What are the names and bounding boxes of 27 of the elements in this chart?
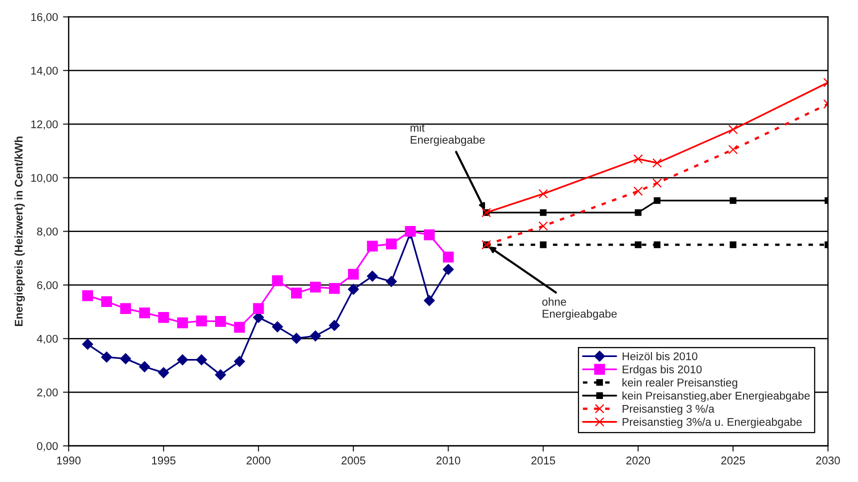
- legend-label: Preisanstieg 3 %/a: [622, 404, 714, 415]
- x-tick-label: 2030: [816, 456, 840, 464]
- y-tick-label: 10,00: [31, 174, 58, 184]
- legend-label: kein Preisanstieg,aber Energieabgabe: [622, 391, 810, 402]
- y-tick-label: 12,00: [31, 120, 58, 130]
- x-tick-label: 2010: [436, 456, 460, 464]
- legend-label: Erdgas bis 2010: [622, 365, 702, 376]
- y-tick-label: 2,00: [37, 388, 58, 398]
- legend-label: Preisanstieg 3%/a u. Energieabgabe: [622, 418, 802, 428]
- y-tick-label: 4,00: [36, 334, 58, 344]
- x-tick-label: 2015: [531, 456, 556, 464]
- legend-label: kein realer Preisanstieg: [622, 378, 738, 389]
- x-tick-label: 2025: [721, 456, 745, 464]
- y-tick-label: 16,00: [31, 13, 58, 22]
- annotation: mit Energieabgabe: [410, 124, 485, 146]
- y-axis-title: Energiepreis (Heizwert) in Cent/kWh: [14, 136, 25, 326]
- y-tick-label: 14,00: [31, 66, 58, 76]
- y-tick-label: 6,00: [37, 281, 58, 290]
- legend-label: Heizöl bis 2010: [622, 352, 698, 360]
- annotation: ohne Energieabgabe: [542, 298, 617, 320]
- y-tick-label: 8,00: [37, 228, 58, 237]
- x-tick-label: 1990: [57, 456, 81, 464]
- x-tick-label: 2000: [246, 456, 270, 464]
- x-tick-label: 2005: [342, 456, 366, 464]
- x-tick-label: 1995: [152, 456, 176, 464]
- y-tick-label: 0,00: [37, 442, 58, 452]
- x-tick-label: 2020: [626, 456, 650, 464]
